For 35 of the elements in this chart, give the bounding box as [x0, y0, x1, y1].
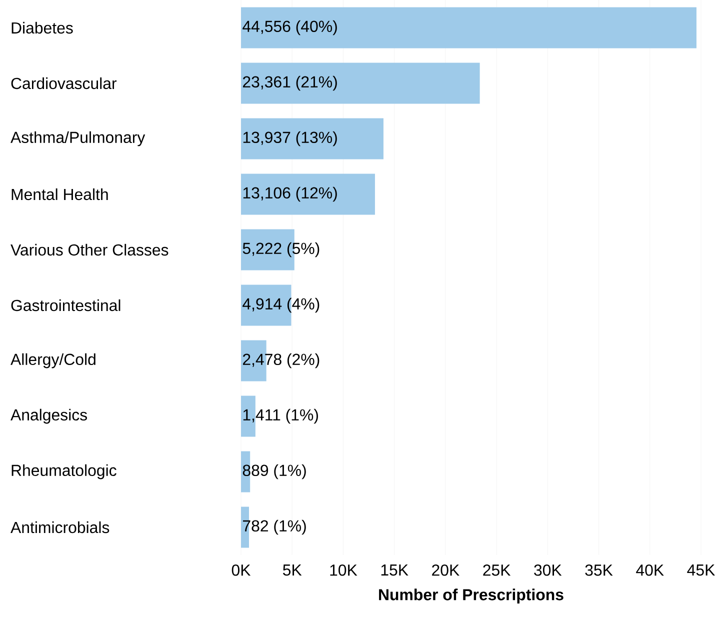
x-tick-label: 0K — [232, 564, 251, 576]
data-label: 889 (1%) — [242, 464, 306, 480]
y-tick-label: Analgesics — [10, 408, 87, 424]
bar — [241, 7, 696, 48]
x-tick-label: 15K — [381, 564, 408, 576]
y-tick-label: Antimicrobials — [10, 521, 110, 534]
x-tick-label: 20K — [432, 564, 460, 576]
data-label: 4,914 (4%) — [242, 298, 320, 313]
x-tick-label: 10K — [330, 564, 358, 576]
y-tick-label: Cardiovascular — [11, 77, 117, 90]
x-tick-label: 45K — [687, 564, 715, 576]
data-label: 23,361 (21%) — [242, 76, 337, 91]
y-tick-label: Diabetes — [12, 22, 73, 34]
y-tick-label: Allergy/Cold — [10, 353, 96, 368]
data-label: 1,411 (1%) — [243, 408, 318, 424]
y-tick-label: Rheumatologic — [12, 464, 116, 480]
data-label: 13,106 (12%) — [243, 186, 337, 202]
data-label: 13,937 (13%) — [243, 131, 337, 146]
x-axis-title: Number of Prescriptions — [379, 588, 564, 604]
y-tick-label: Asthma/Pulmonary — [10, 131, 146, 146]
x-tick-label: 5K — [283, 564, 302, 576]
data-label: 2,478 (2%) — [242, 353, 320, 368]
bar — [241, 62, 480, 104]
bar — [241, 118, 384, 160]
bar — [241, 174, 375, 215]
x-tick-label: 40K — [636, 564, 664, 576]
y-tick-label: Various Other Classes — [10, 244, 168, 256]
data-label: 5,222 (5%) — [242, 242, 320, 258]
y-tick-label: Gastrointestinal — [11, 299, 120, 312]
x-tick-label: 35K — [585, 564, 613, 576]
y-tick-label: Mental Health — [12, 188, 108, 200]
x-tick-label: 25K — [483, 564, 511, 576]
data-label: 782 (1%) — [243, 520, 306, 535]
data-label: 44,556 (40%) — [242, 20, 337, 36]
x-tick-label: 30K — [534, 564, 562, 576]
